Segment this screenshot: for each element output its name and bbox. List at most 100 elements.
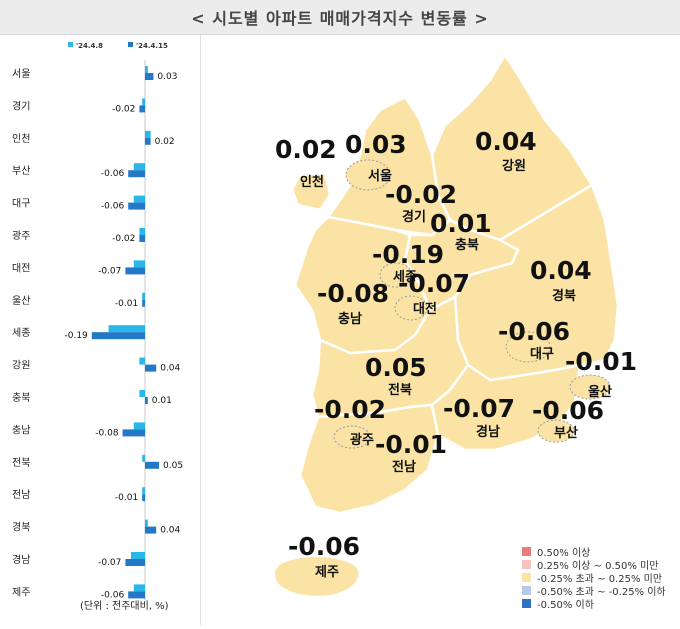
bar xyxy=(145,137,151,145)
region-value: 0.02 xyxy=(275,135,337,164)
value-label: 0.04 xyxy=(160,526,180,536)
bar xyxy=(139,105,145,113)
legend-item: 0.25% 이상 ~ 0.50% 미만 xyxy=(522,558,680,572)
value-label: 0.05 xyxy=(163,461,183,471)
value-label: 0.01 xyxy=(152,396,172,406)
region-name: 인천 xyxy=(300,174,324,190)
region-value: -0.06 xyxy=(288,532,360,561)
legend-label: -0.25% 초과 ~ 0.25% 미만 xyxy=(537,573,663,585)
legend-item: 0.50% 이상 xyxy=(522,545,680,559)
region-shape-sejong xyxy=(379,262,413,288)
region-name: 서울 xyxy=(368,168,392,184)
region-value: 0.05 xyxy=(365,353,427,382)
chart-legend: '24.4.8 '24.4.15 xyxy=(68,42,168,50)
bar xyxy=(145,66,148,73)
category-label: 제주 xyxy=(12,586,30,598)
legend-label: -0.50% 초과 ~ -0.25% 이하 xyxy=(537,586,666,598)
map-labels: 0.02인천0.03서울-0.02경기0.04강원0.01충북-0.19세종-0… xyxy=(275,127,637,580)
region-value: -0.19 xyxy=(372,240,444,269)
bar xyxy=(128,591,145,599)
category-label: 세종 xyxy=(12,327,30,339)
bar xyxy=(145,73,154,80)
legend-item: -0.50% 초과 ~ -0.25% 이하 xyxy=(522,584,680,598)
region-value: -0.06 xyxy=(532,396,604,425)
category-label: 대전 xyxy=(12,262,30,274)
category-label: 인천 xyxy=(12,133,30,145)
region-name: 경기 xyxy=(402,209,426,225)
legend-label: '24.4.8 xyxy=(76,42,103,50)
region-shape-seoul xyxy=(345,159,391,191)
category-label: 충남 xyxy=(12,424,30,436)
category-label: 서울 xyxy=(12,68,30,80)
value-label: -0.06 xyxy=(101,169,125,179)
region-shape-ulsan xyxy=(569,374,611,400)
value-label: -0.02 xyxy=(112,234,135,244)
region-shape-jeju xyxy=(272,554,361,599)
region-value: -0.07 xyxy=(443,394,515,423)
region-name: 전북 xyxy=(388,382,412,398)
bar xyxy=(133,422,145,430)
bar xyxy=(128,202,145,210)
legend-item: -0.50% 이하 xyxy=(522,597,680,611)
region-shape-busan xyxy=(537,419,575,443)
value-label: -0.01 xyxy=(115,493,138,503)
region-name: 광주 xyxy=(350,433,374,448)
map-legend: 0.50% 이상 0.25% 이상 ~ 0.50% 미만 -0.25% 초과 ~… xyxy=(522,545,680,611)
korea-map: 0.02 인천 0.03 서울 -0.02 경기 0.04 강원 0.01 충북 -0.19 세종 -0… xyxy=(200,35,680,625)
bar xyxy=(139,228,145,235)
region-shape-daegu xyxy=(505,331,551,363)
region-value: -0.01 xyxy=(375,430,447,459)
legend-swatch xyxy=(522,559,531,569)
legend-swatch xyxy=(522,598,531,608)
category-label: 전북 xyxy=(12,457,30,469)
region-name: 부산 xyxy=(554,425,578,441)
value-label: -0.02 xyxy=(112,104,135,114)
map-cities xyxy=(333,159,611,449)
bar xyxy=(142,487,145,495)
region-name: 충북 xyxy=(455,237,479,253)
legend-swatch xyxy=(522,585,531,595)
value-label: -0.01 xyxy=(115,299,138,309)
legend-swatch xyxy=(522,572,531,582)
bar xyxy=(142,494,145,502)
bar xyxy=(142,299,145,307)
category-label: 경기 xyxy=(12,99,30,112)
region-name: 울산 xyxy=(588,384,612,400)
region-name: 충남 xyxy=(338,311,362,327)
legend-label: 0.50% 이상 xyxy=(537,547,591,559)
value-label: -0.06 xyxy=(101,590,125,600)
bar xyxy=(133,584,145,592)
category-label: 강원 xyxy=(12,360,30,372)
region-name: 강원 xyxy=(502,158,526,174)
category-label: 광주 xyxy=(12,230,30,242)
bar xyxy=(145,397,148,404)
category-label: 경남 xyxy=(12,553,30,566)
value-label: -0.06 xyxy=(101,202,125,212)
region-value: -0.02 xyxy=(385,180,457,209)
value-label: -0.07 xyxy=(98,266,121,276)
value-label: 0.04 xyxy=(160,364,180,374)
value-label: -0.07 xyxy=(98,558,121,568)
bar xyxy=(125,559,145,566)
bar xyxy=(145,130,151,138)
value-label: 0.03 xyxy=(157,72,177,82)
bar xyxy=(142,292,145,300)
bar xyxy=(133,260,145,268)
region-value: -0.06 xyxy=(498,317,570,346)
bar xyxy=(125,267,145,275)
value-label: -0.19 xyxy=(65,331,89,341)
bar xyxy=(145,461,159,469)
region-name: 대구 xyxy=(530,347,554,362)
region-name: 제주 xyxy=(315,565,339,580)
region-name: 경남 xyxy=(476,424,500,440)
region-value: 0.01 xyxy=(430,209,492,238)
category-label: 부산 xyxy=(12,165,30,177)
region-value: -0.01 xyxy=(565,347,637,376)
bar xyxy=(133,195,145,203)
legend-swatch xyxy=(128,42,133,47)
unit-note: (단위 : 전주대비, %) xyxy=(80,601,169,612)
page-title: < 시도별 아파트 매매가격지수 변동률 > xyxy=(0,0,680,35)
value-label: 0.02 xyxy=(155,137,175,147)
category-label: 전남 xyxy=(12,489,30,501)
category-label: 울산 xyxy=(12,295,30,307)
